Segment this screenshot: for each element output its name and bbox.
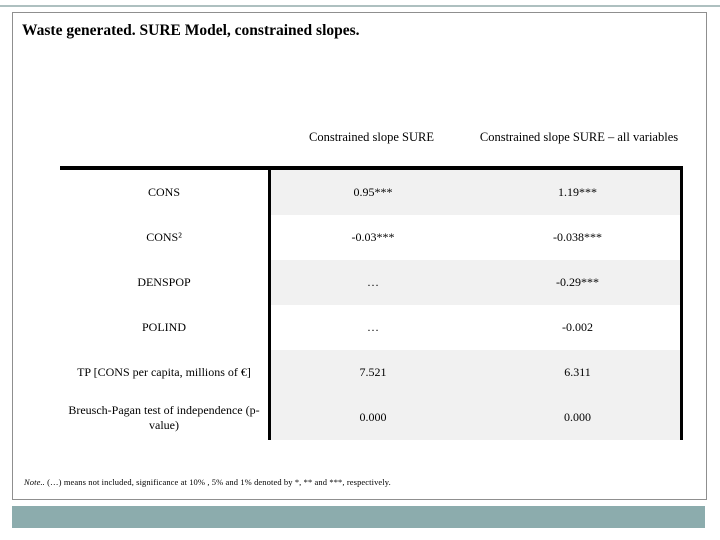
row-label-cell: TP [CONS per capita, millions of €]	[77, 365, 251, 379]
value-cell: …	[268, 305, 475, 350]
table-row: TP [CONS per capita, millions of €] 7.52…	[60, 350, 683, 395]
column-header-constrained-sure: Constrained slope SURE	[309, 130, 434, 145]
value-cell: -0.03***	[268, 215, 475, 260]
value-cell: -0.038***	[475, 215, 683, 260]
footnote: Note.. (…) means not included, significa…	[24, 477, 684, 487]
table-row: DENSPOP … -0.29***	[60, 260, 683, 305]
value-cell: 0.000	[268, 395, 475, 440]
value-cell: 6.311	[475, 350, 683, 395]
table-row: CONS² -0.03*** -0.038***	[60, 215, 683, 260]
row-label-cell: CONS	[147, 185, 180, 199]
footnote-text: (…) means not included, significance at …	[44, 477, 391, 487]
top-accent-line	[0, 5, 720, 7]
slide-title: Waste generated. SURE Model, constrained…	[22, 22, 360, 39]
value-cell: 0.000	[475, 395, 683, 440]
table-row: POLIND … -0.002	[60, 305, 683, 350]
column-header-all-variables: Constrained slope SURE – all variables	[479, 130, 679, 145]
bottom-accent-bar	[12, 506, 705, 528]
value-cell: 7.521	[268, 350, 475, 395]
value-cell: …	[268, 260, 475, 305]
table-row: CONS 0.95*** 1.19***	[60, 170, 683, 215]
value-cell: -0.29***	[475, 260, 683, 305]
row-label-cell: POLIND	[142, 320, 186, 334]
results-table: CONS 0.95*** 1.19*** CONS² -0.03*** -0.0…	[60, 166, 683, 440]
value-cell: 1.19***	[475, 170, 683, 215]
value-cell: -0.002	[475, 305, 683, 350]
value-cell: 0.95***	[268, 170, 475, 215]
footnote-lead: Note..	[24, 477, 45, 487]
row-label-cell: Breusch-Pagan test of independence (p-va…	[68, 402, 260, 432]
row-label-cell: CONS²	[146, 230, 182, 244]
row-label-cell: DENSPOP	[137, 275, 191, 289]
table-row: Breusch-Pagan test of independence (p-va…	[60, 395, 683, 440]
